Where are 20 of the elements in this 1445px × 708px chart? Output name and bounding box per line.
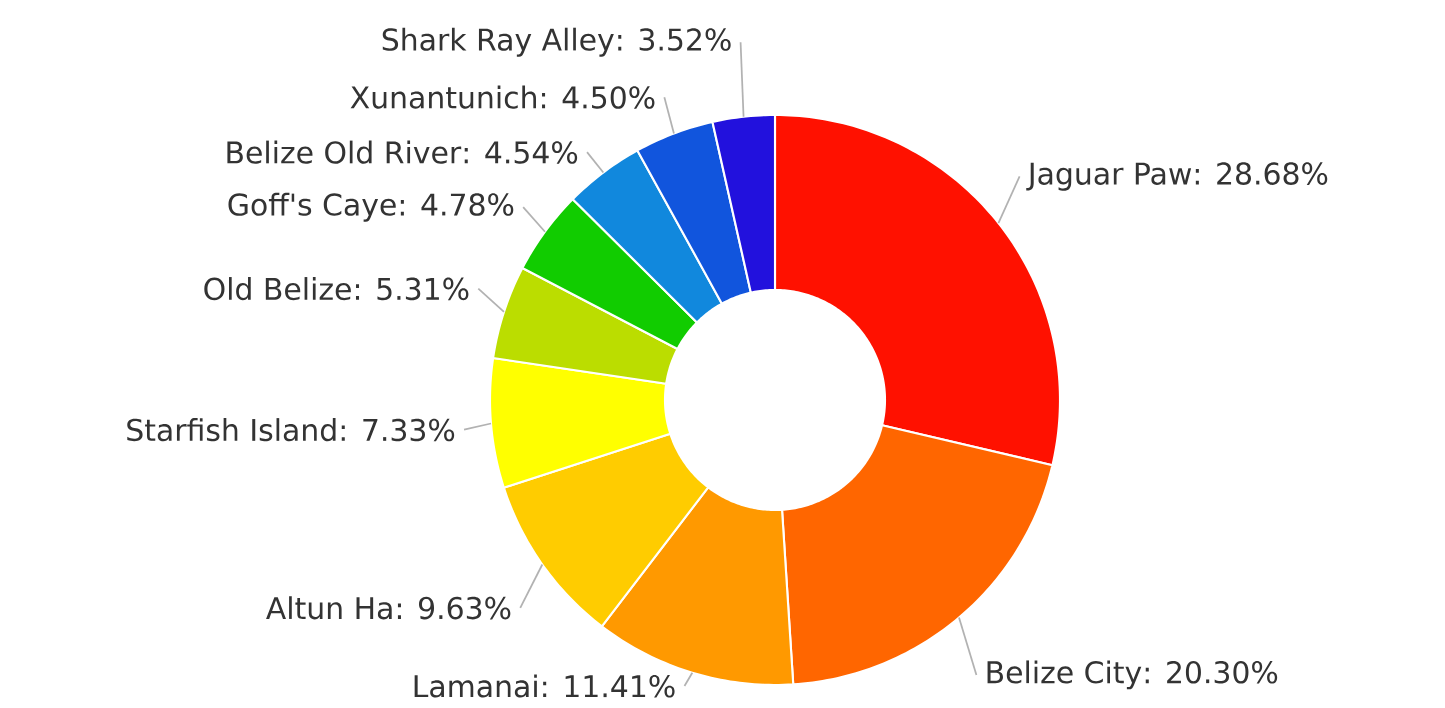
slice-label: Goff's Caye bbox=[228, 192, 396, 222]
slice-label: Lamanai bbox=[414, 674, 537, 698]
data-label: : 5.31% bbox=[355, 277, 469, 301]
slice-label: Jaguar Paw bbox=[1026, 162, 1192, 191]
slice-label: Old Belize bbox=[204, 277, 351, 301]
data-label: : 4.50% bbox=[542, 86, 655, 109]
slice-label: Xunantunich bbox=[350, 85, 536, 109]
data-label: : 3.52% bbox=[618, 28, 731, 51]
data-label: : 7.33% bbox=[341, 418, 455, 442]
data-label: : 11.41% bbox=[543, 674, 675, 698]
slice-label: Shark Ray Alley bbox=[382, 27, 614, 57]
data-label: : 4.78% bbox=[400, 193, 514, 216]
data-label: : 28.68% bbox=[1195, 162, 1328, 185]
slice-label: Belize Old River bbox=[227, 140, 462, 164]
slice-label: Belize City bbox=[987, 660, 1142, 690]
data-label: : 20.30% bbox=[1145, 660, 1278, 684]
slice-label: Altun Ha bbox=[266, 596, 392, 620]
data-label: : 9.63% bbox=[397, 596, 511, 620]
data-label: : 4.54% bbox=[464, 141, 578, 164]
slice-label: Starfish Island bbox=[127, 418, 336, 442]
